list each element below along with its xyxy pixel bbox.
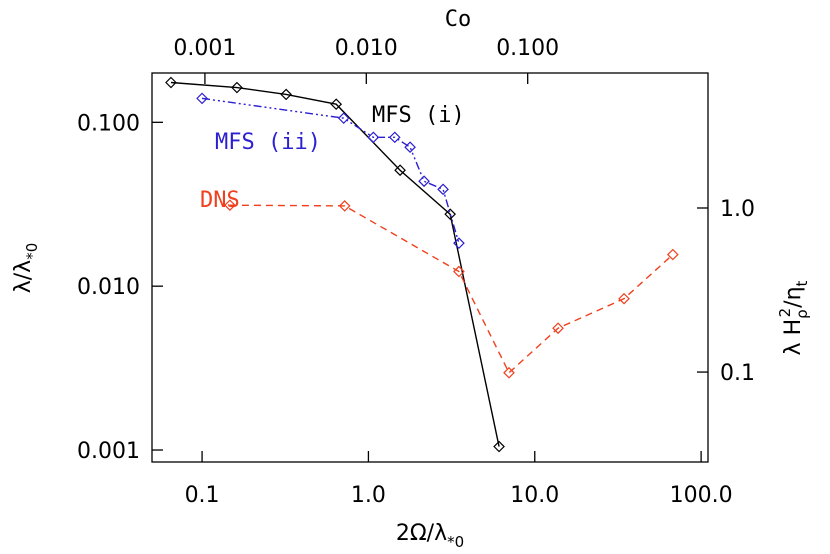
data-point [165,76,177,89]
data-point [503,366,515,379]
x-tick-label: 100.0 [670,483,733,508]
y2-axis-title: λ Hρ2/ηt [776,280,811,355]
x2-tick-label: 0.100 [496,36,559,61]
y2-axis-title-part: ρ [793,309,811,319]
data-point [338,200,351,212]
data-point [437,183,449,196]
y-tick-label: 0.100 [77,111,140,136]
data-point [337,112,350,125]
y2-tick-label: 1.0 [720,197,755,222]
y2-axis-title-part: /η [781,286,806,307]
data-point [367,131,380,144]
series-label: DNS [200,188,240,213]
y-tick-label: 0.001 [77,439,140,464]
y-axis-title-part: λ/λ [11,260,36,293]
series-label: MFS (ii) [215,130,321,155]
data-point [196,92,208,105]
data-point [618,292,630,305]
x-axis-title-part: 2Ω/λ [396,521,447,546]
data-point [444,208,457,221]
data-point [394,164,406,177]
data-point [552,322,564,335]
y-axis-title-part: *0 [23,243,41,260]
data-point [330,98,343,111]
series-line [229,204,674,374]
x-tick-label: 10.0 [510,483,559,508]
plot-frame [151,72,709,463]
x-axis-title-part: *0 [447,533,464,551]
y2-axis-title-part: 2 [776,308,794,318]
series-label: MFS (i) [372,103,465,128]
data-point [453,265,465,278]
x2-axis-title-part: Co [445,7,472,32]
x-tick-label: 1.0 [351,483,386,508]
data-point [666,248,679,261]
y2-axis-title-part: λ H [781,319,806,356]
y2-axis-title-part: t [793,280,811,286]
data-point [493,440,505,453]
x2-tick-label: 0.001 [173,36,236,61]
y-tick-label: 0.010 [77,275,140,300]
data-point [418,175,430,188]
data-point [280,88,292,101]
x2-tick-label: 0.010 [335,36,398,61]
x-tick-label: 0.1 [185,483,220,508]
data-point [404,141,416,154]
x2-axis-title: Co [445,7,472,32]
data-point [231,81,243,94]
data-point [453,237,465,250]
y-axis-title: λ/λ*0 [11,243,41,294]
series-line [170,81,500,447]
y2-tick-label: 0.1 [720,361,755,386]
x-axis-title: 2Ω/λ*0 [396,521,464,551]
data-point [388,131,401,144]
data-point [224,199,236,212]
